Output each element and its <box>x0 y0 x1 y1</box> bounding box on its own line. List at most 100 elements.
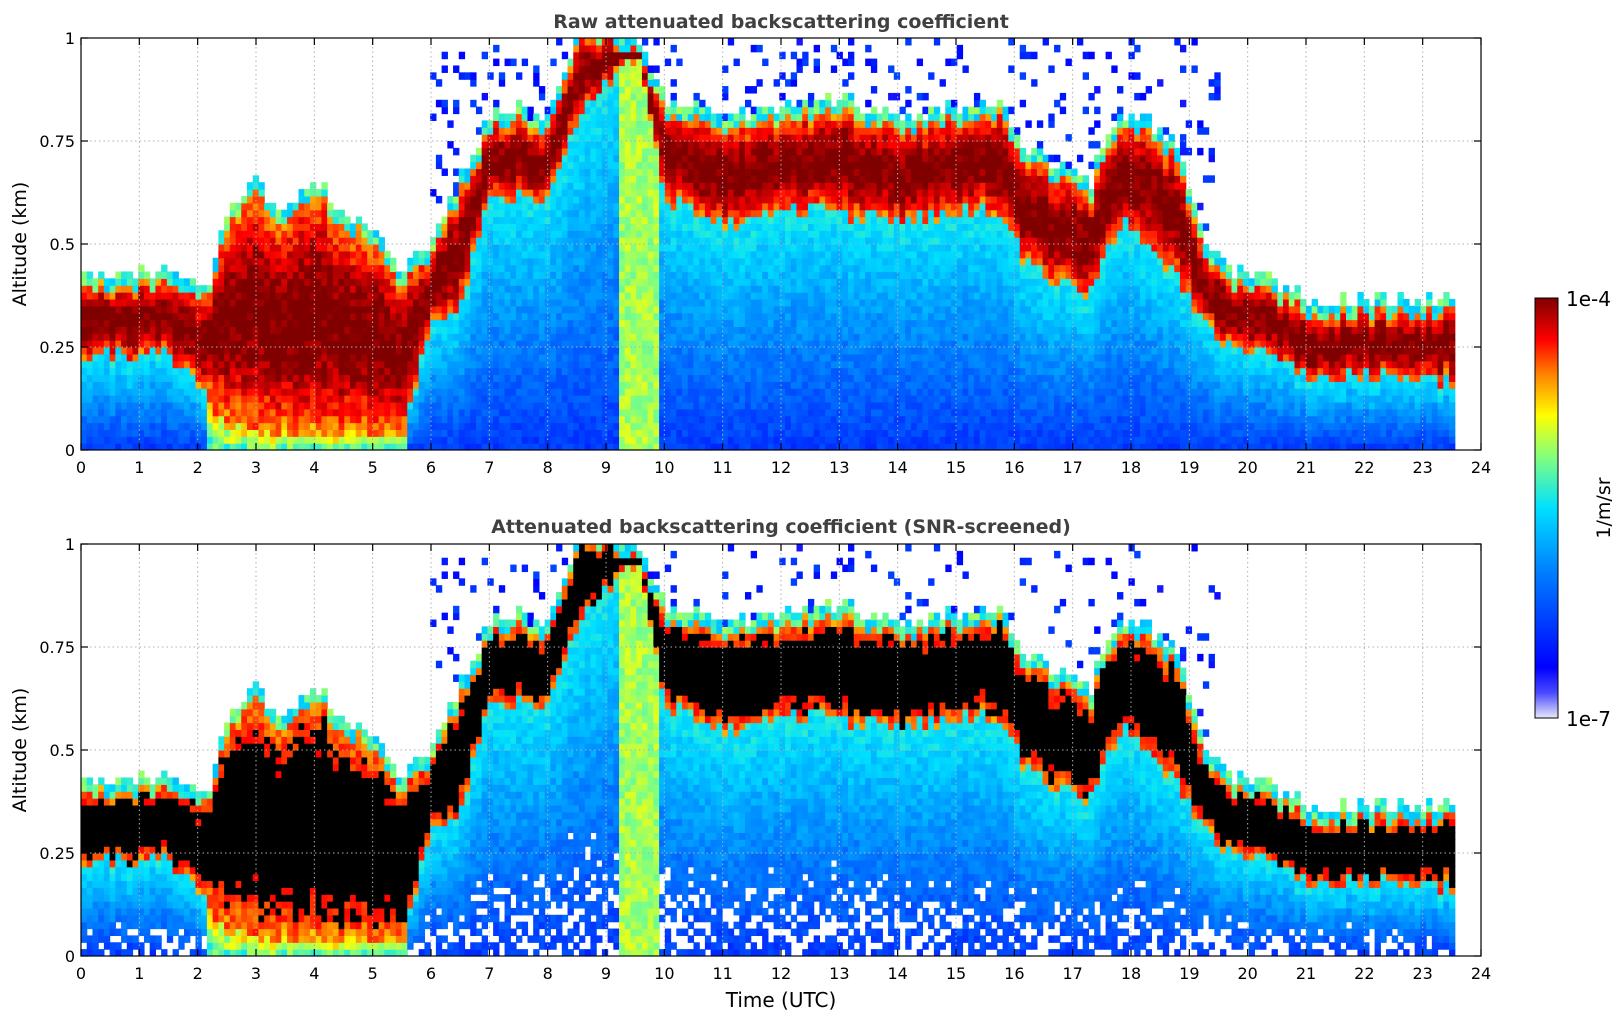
heatmap-cell <box>458 443 466 450</box>
heatmap-cell <box>733 443 740 450</box>
heatmap-cell <box>767 319 775 327</box>
heatmap-cell <box>407 381 414 389</box>
heatmap-cell <box>498 292 506 300</box>
heatmap-cell <box>321 285 328 293</box>
heatmap-cell <box>498 333 506 341</box>
heatmap-cell <box>178 395 185 403</box>
heatmap-cell <box>143 319 151 327</box>
heatmap-cell <box>298 264 305 273</box>
heatmap-cell <box>607 168 614 176</box>
heatmap-cell <box>86 374 94 382</box>
heatmap-cell <box>493 422 500 430</box>
heatmap-cell <box>682 429 689 437</box>
heatmap-cell <box>464 326 471 334</box>
heatmap-cell <box>458 347 466 355</box>
heatmap-cell <box>521 326 529 334</box>
heatmap-cell <box>710 237 717 245</box>
heatmap-cell <box>298 395 305 403</box>
heatmap-cell <box>739 113 746 121</box>
heatmap-cell <box>687 395 695 403</box>
heatmap-cell <box>458 353 466 362</box>
heatmap-cell <box>315 436 322 444</box>
heatmap-cell <box>722 189 729 197</box>
heatmap-cell <box>693 312 700 321</box>
heatmap-cell <box>601 443 609 450</box>
heatmap-cell <box>498 141 506 149</box>
heatmap-cell <box>195 333 202 341</box>
heatmap-cell <box>475 340 483 348</box>
heatmap-cell <box>504 244 511 252</box>
heatmap-cell <box>195 353 202 362</box>
heatmap-cell <box>767 443 775 450</box>
heatmap-cell <box>487 278 494 286</box>
heatmap-cell <box>762 381 769 389</box>
heatmap-cell <box>475 408 483 417</box>
heatmap-cell <box>556 113 563 121</box>
heatmap-cell <box>584 72 592 80</box>
heatmap-cell <box>756 285 763 293</box>
heatmap-cell <box>670 182 677 190</box>
heatmap-cell <box>521 189 529 197</box>
heatmap-cell <box>258 326 265 334</box>
heatmap-cell <box>241 333 248 341</box>
heatmap-cell <box>653 237 660 245</box>
heatmap-cell <box>447 340 454 348</box>
heatmap-cell <box>143 429 151 437</box>
heatmap-cell <box>699 319 706 327</box>
heatmap-cell <box>664 182 672 190</box>
heatmap-cell <box>716 120 723 128</box>
heatmap-cell <box>372 244 380 252</box>
heatmap-cell <box>246 429 254 437</box>
heatmap-cell <box>676 415 683 424</box>
heatmap-cell <box>155 319 162 327</box>
heatmap-cell <box>195 374 202 382</box>
heatmap-cell <box>670 305 677 314</box>
heatmap-cell <box>607 278 614 286</box>
heatmap-cell <box>155 360 162 369</box>
heatmap-cell <box>441 305 448 314</box>
heatmap-cell <box>447 216 454 224</box>
heatmap-cell <box>384 312 391 321</box>
heatmap-cell <box>619 58 626 67</box>
heatmap-cell <box>184 374 191 382</box>
heatmap-cell <box>636 216 643 224</box>
heatmap-cell <box>578 65 586 73</box>
heatmap-cell <box>98 429 105 437</box>
heatmap-cell <box>487 175 494 183</box>
heatmap-cell <box>493 408 500 417</box>
heatmap-cell <box>510 271 517 279</box>
heatmap-cell <box>378 319 385 327</box>
heatmap-cell <box>464 230 471 238</box>
heatmap-cell <box>567 408 574 417</box>
heatmap-cell <box>693 264 700 273</box>
heatmap-cell <box>527 127 534 135</box>
heatmap-cell <box>676 141 683 149</box>
heatmap-cell <box>538 250 546 259</box>
heatmap-cell <box>538 134 546 142</box>
heatmap-cell <box>624 58 632 67</box>
heatmap-cell <box>441 422 448 430</box>
heatmap-cell <box>630 106 637 115</box>
heatmap-cell <box>264 326 271 334</box>
heatmap-cell <box>584 285 592 293</box>
heatmap-cell <box>722 326 729 334</box>
heatmap-cell <box>556 415 563 424</box>
heatmap-cell <box>619 244 626 252</box>
heatmap-cell <box>166 401 174 410</box>
heatmap-cell <box>659 147 666 156</box>
heatmap-cell <box>504 340 511 348</box>
heatmap-cell <box>550 134 557 142</box>
heatmap-cell <box>166 353 174 362</box>
heatmap-cell <box>521 353 529 362</box>
heatmap-cell <box>470 99 477 108</box>
heatmap-cell <box>149 436 157 444</box>
heatmap-cell <box>367 326 374 334</box>
heatmap-cell <box>212 271 219 279</box>
heatmap-cell <box>246 264 254 273</box>
heatmap-cell <box>767 209 775 218</box>
heatmap-cell <box>269 408 277 417</box>
heatmap-cell <box>121 367 128 376</box>
heatmap-cell <box>687 120 695 128</box>
heatmap-cell <box>224 347 231 355</box>
heatmap-cell <box>430 319 437 327</box>
